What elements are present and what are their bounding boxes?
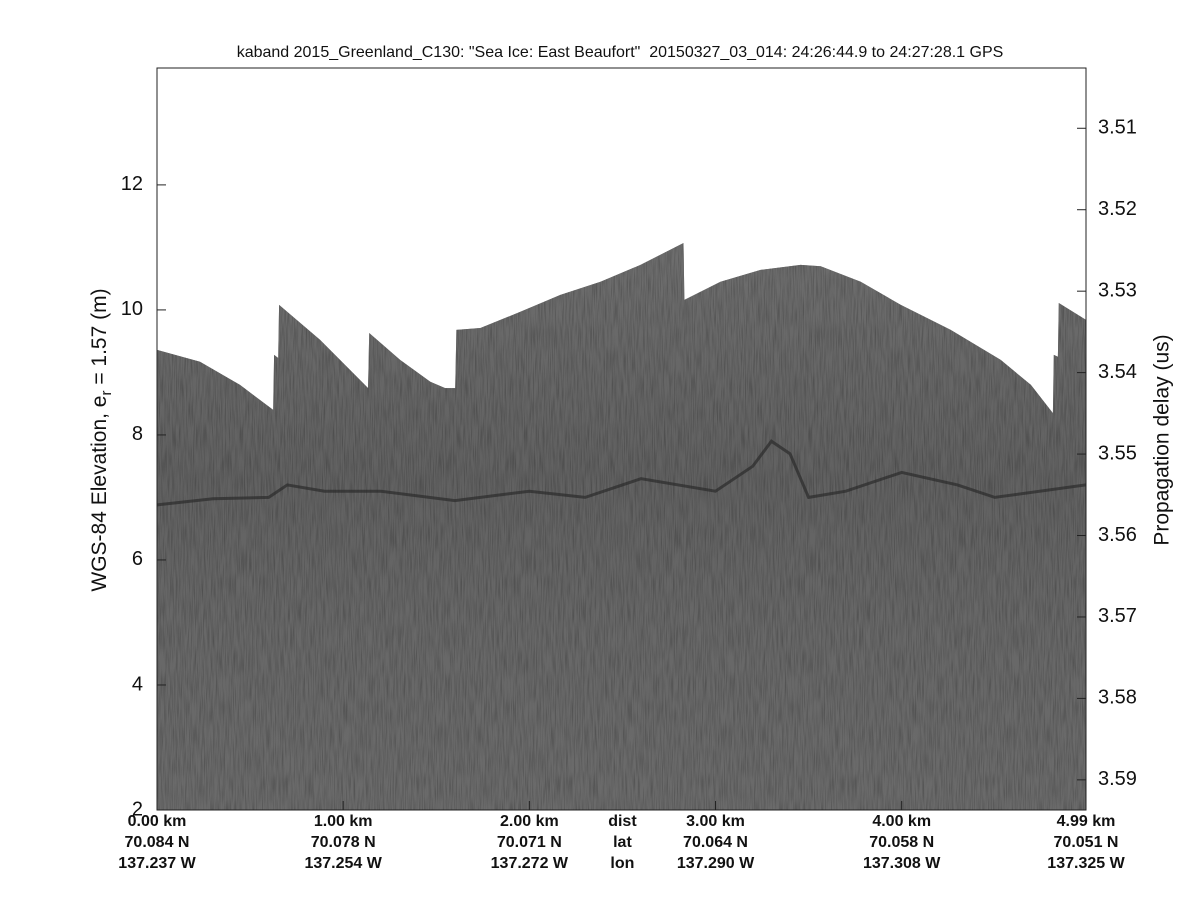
y-tick-label: 8	[132, 423, 143, 445]
y2-tick-label: 3.54	[1098, 361, 1137, 383]
lon-label: 137.272 W	[491, 855, 569, 872]
row-name: lon	[610, 855, 634, 872]
x-tick-label: 1.00 km	[314, 813, 373, 830]
plot-area	[157, 243, 1086, 810]
y2-tick-label: 3.55	[1098, 442, 1137, 464]
x-tick-label: 2.00 km	[500, 813, 559, 830]
lat-label: 70.084 N	[125, 834, 190, 851]
echogram-noise	[157, 243, 1086, 810]
y-tick-label: 6	[132, 548, 143, 570]
x-tick-label: 4.99 km	[1057, 813, 1116, 830]
y2-tick-label: 3.59	[1098, 768, 1137, 790]
y2-tick-label: 3.58	[1098, 687, 1137, 709]
axes-frame	[156, 67, 1087, 811]
y-tick-label: 12	[121, 173, 143, 195]
y-label-sub: r	[98, 391, 115, 396]
y-axis-label: WGS-84 Elevation, er = 1.57 (m)	[88, 288, 115, 591]
lon-label: 137.254 W	[304, 855, 382, 872]
lon-label: 137.325 W	[1047, 855, 1125, 872]
chart-title: kaband 2015_Greenland_C130: "Sea Ice: Ea…	[237, 44, 1004, 61]
lat-label: 70.051 N	[1054, 834, 1119, 851]
y-label-main: WGS-84 Elevation, e	[88, 396, 111, 592]
row-name: dist	[608, 813, 637, 830]
lon-label: 137.237 W	[118, 855, 196, 872]
lon-label: 137.290 W	[677, 855, 755, 872]
ice-layer	[157, 439, 1086, 507]
x-tick-label: 3.00 km	[686, 813, 745, 830]
x-tick-label: 0.00 km	[128, 813, 187, 830]
x-tick-label: 4.00 km	[872, 813, 931, 830]
lat-label: 70.078 N	[311, 834, 376, 851]
lat-label: 70.058 N	[869, 834, 934, 851]
y2-axis-label: Propagation delay (us)	[1151, 334, 1174, 545]
y2-tick-label: 3.56	[1098, 524, 1137, 546]
lat-label: 70.064 N	[683, 834, 748, 851]
lat-label: 70.071 N	[497, 834, 562, 851]
y-label-rest: = 1.57 (m)	[88, 288, 111, 390]
lon-label: 137.308 W	[863, 855, 941, 872]
y2-tick-label: 3.51	[1098, 117, 1137, 139]
y2-tick-label: 3.57	[1098, 605, 1137, 627]
row-name: lat	[613, 834, 632, 851]
y2-tick-label: 3.52	[1098, 198, 1137, 220]
y-tick-label: 2	[132, 798, 143, 820]
y-tick-label: 10	[121, 298, 143, 320]
y-tick-label: 4	[132, 673, 143, 695]
y2-tick-label: 3.53	[1098, 279, 1137, 301]
